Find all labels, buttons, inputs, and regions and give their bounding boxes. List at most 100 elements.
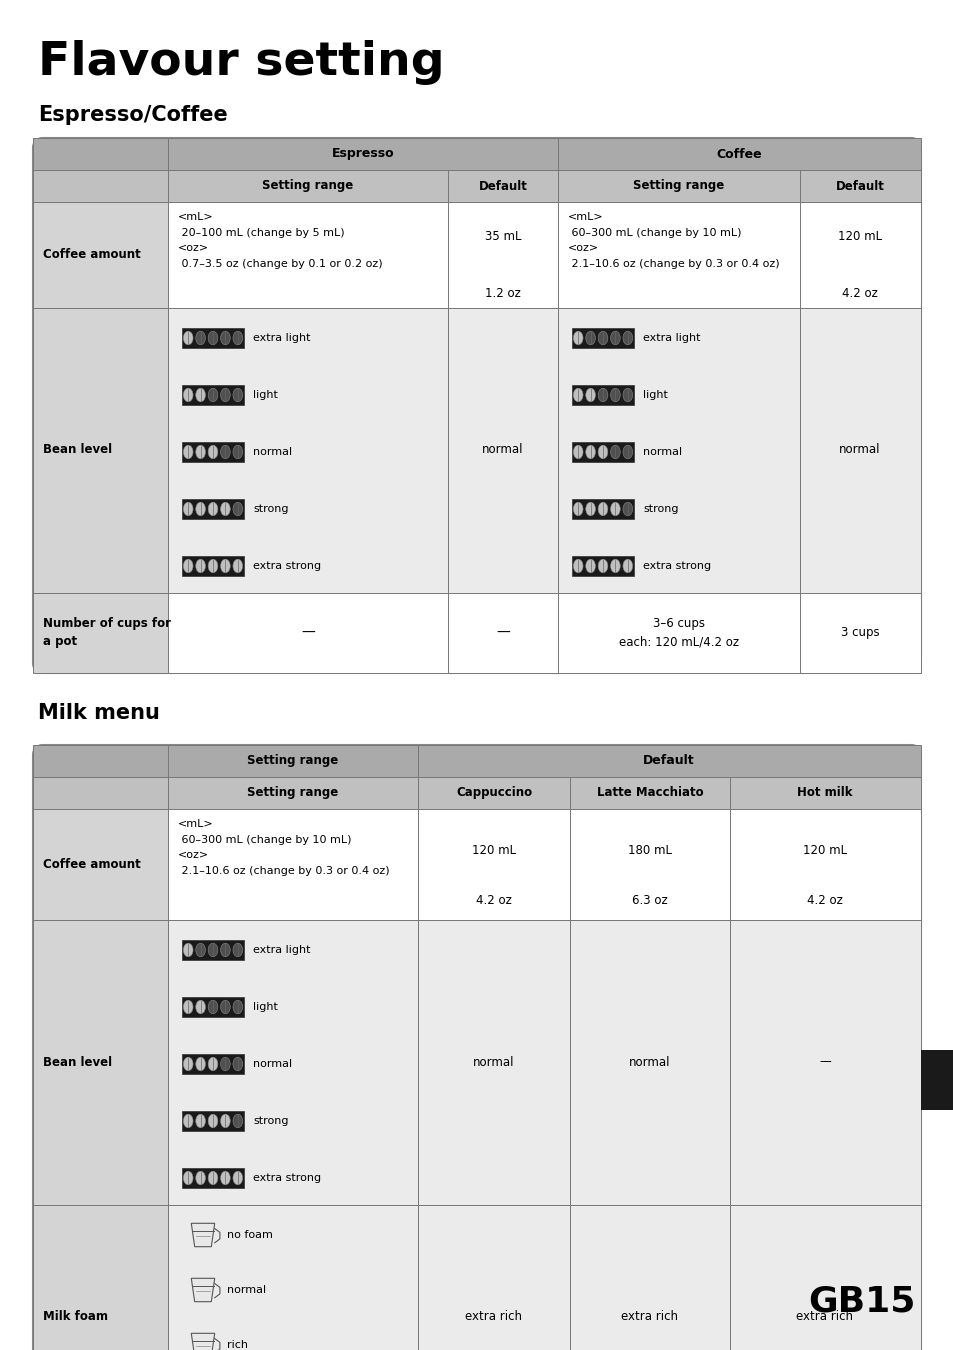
Bar [729, 1206, 920, 1350]
Bar [168, 809, 417, 919]
Bar [33, 778, 920, 809]
Ellipse shape [598, 389, 607, 402]
Ellipse shape [183, 331, 193, 344]
Text: <mL>
 60–300 mL (change by 10 mL)
<oz>
 2.1–10.6 oz (change by 0.3 or 0.4 oz): <mL> 60–300 mL (change by 10 mL) <oz> 2.… [178, 819, 389, 876]
Bar [33, 138, 168, 170]
Bar [800, 308, 920, 593]
Bar [33, 745, 920, 778]
Text: 180 mL: 180 mL [627, 844, 671, 857]
Ellipse shape [233, 331, 242, 344]
Bar [168, 778, 417, 809]
Ellipse shape [233, 1172, 242, 1185]
Ellipse shape [585, 502, 595, 516]
Bar [182, 385, 244, 405]
Bar [800, 170, 920, 202]
Ellipse shape [195, 389, 205, 402]
Text: normal: normal [839, 444, 880, 456]
Ellipse shape [183, 502, 193, 516]
Ellipse shape [220, 944, 230, 957]
Ellipse shape [573, 502, 582, 516]
Ellipse shape [220, 1057, 230, 1071]
Bar [182, 556, 244, 576]
Text: extra light: extra light [642, 333, 700, 343]
Text: <mL>
 20–100 mL (change by 5 mL)
<oz>
 0.7–3.5 oz (change by 0.1 or 0.2 oz): <mL> 20–100 mL (change by 5 mL) <oz> 0.7… [178, 212, 382, 269]
Bar [569, 778, 729, 809]
Bar [558, 308, 800, 593]
Text: Coffee amount: Coffee amount [43, 857, 141, 871]
Ellipse shape [573, 389, 582, 402]
Bar [33, 593, 168, 674]
Bar [417, 1206, 569, 1350]
Bar [33, 138, 920, 170]
Bar [448, 593, 558, 674]
Text: normal: normal [253, 1058, 292, 1069]
Ellipse shape [220, 1172, 230, 1185]
Bar [182, 998, 244, 1017]
Ellipse shape [195, 446, 205, 459]
Bar [417, 778, 569, 809]
Ellipse shape [610, 559, 619, 572]
Bar [572, 328, 634, 348]
Ellipse shape [585, 446, 595, 459]
Bar [729, 778, 920, 809]
Text: 120 mL: 120 mL [837, 230, 882, 243]
Ellipse shape [195, 1000, 205, 1014]
Text: Milk menu: Milk menu [38, 703, 160, 724]
Text: extra light: extra light [253, 945, 310, 954]
Bar [168, 919, 417, 1206]
Text: Cappuccino: Cappuccino [456, 787, 532, 799]
Ellipse shape [208, 389, 217, 402]
Text: normal: normal [642, 447, 681, 458]
Text: —: — [496, 626, 509, 640]
Ellipse shape [208, 559, 217, 572]
Text: Latte Macchiato: Latte Macchiato [596, 787, 702, 799]
Text: extra rich: extra rich [620, 1311, 678, 1323]
Text: 35 mL: 35 mL [484, 230, 520, 243]
Text: 4.2 oz: 4.2 oz [841, 288, 877, 300]
Text: normal: normal [629, 1056, 670, 1068]
Bar [569, 1206, 729, 1350]
Bar [33, 1206, 168, 1350]
Text: Setting range: Setting range [633, 180, 724, 193]
Ellipse shape [233, 446, 242, 459]
Bar [558, 202, 800, 308]
Ellipse shape [610, 331, 619, 344]
Text: —: — [819, 1056, 830, 1068]
Text: 3 cups: 3 cups [840, 626, 879, 640]
Text: Setting range: Setting range [247, 787, 338, 799]
Ellipse shape [195, 502, 205, 516]
Ellipse shape [598, 502, 607, 516]
Text: extra light: extra light [253, 333, 310, 343]
Bar [417, 745, 920, 778]
Bar [569, 809, 729, 919]
Bar [168, 308, 448, 593]
FancyBboxPatch shape [33, 745, 920, 1350]
Text: normal: normal [473, 1056, 515, 1068]
Text: extra strong: extra strong [253, 562, 321, 571]
Ellipse shape [598, 446, 607, 459]
Text: Flavour setting: Flavour setting [38, 40, 444, 85]
Polygon shape [192, 1278, 214, 1301]
Text: extra strong: extra strong [253, 1173, 321, 1183]
Text: light: light [253, 390, 277, 400]
Bar [729, 919, 920, 1206]
Bar [572, 500, 634, 518]
Bar [33, 778, 168, 809]
Ellipse shape [208, 1000, 217, 1014]
Bar [182, 940, 244, 960]
Text: Bean level: Bean level [43, 444, 112, 456]
Ellipse shape [622, 446, 632, 459]
Text: Hot milk: Hot milk [797, 787, 852, 799]
Bar [33, 809, 168, 919]
Bar [558, 593, 800, 674]
Ellipse shape [183, 944, 193, 957]
Text: Setting range: Setting range [247, 755, 338, 768]
Bar [572, 441, 634, 462]
Text: 120 mL: 120 mL [472, 844, 516, 857]
Bar [182, 1111, 244, 1131]
Bar [33, 170, 920, 202]
Ellipse shape [622, 389, 632, 402]
Bar [33, 919, 168, 1206]
Text: extra rich: extra rich [796, 1311, 853, 1323]
Ellipse shape [183, 559, 193, 572]
